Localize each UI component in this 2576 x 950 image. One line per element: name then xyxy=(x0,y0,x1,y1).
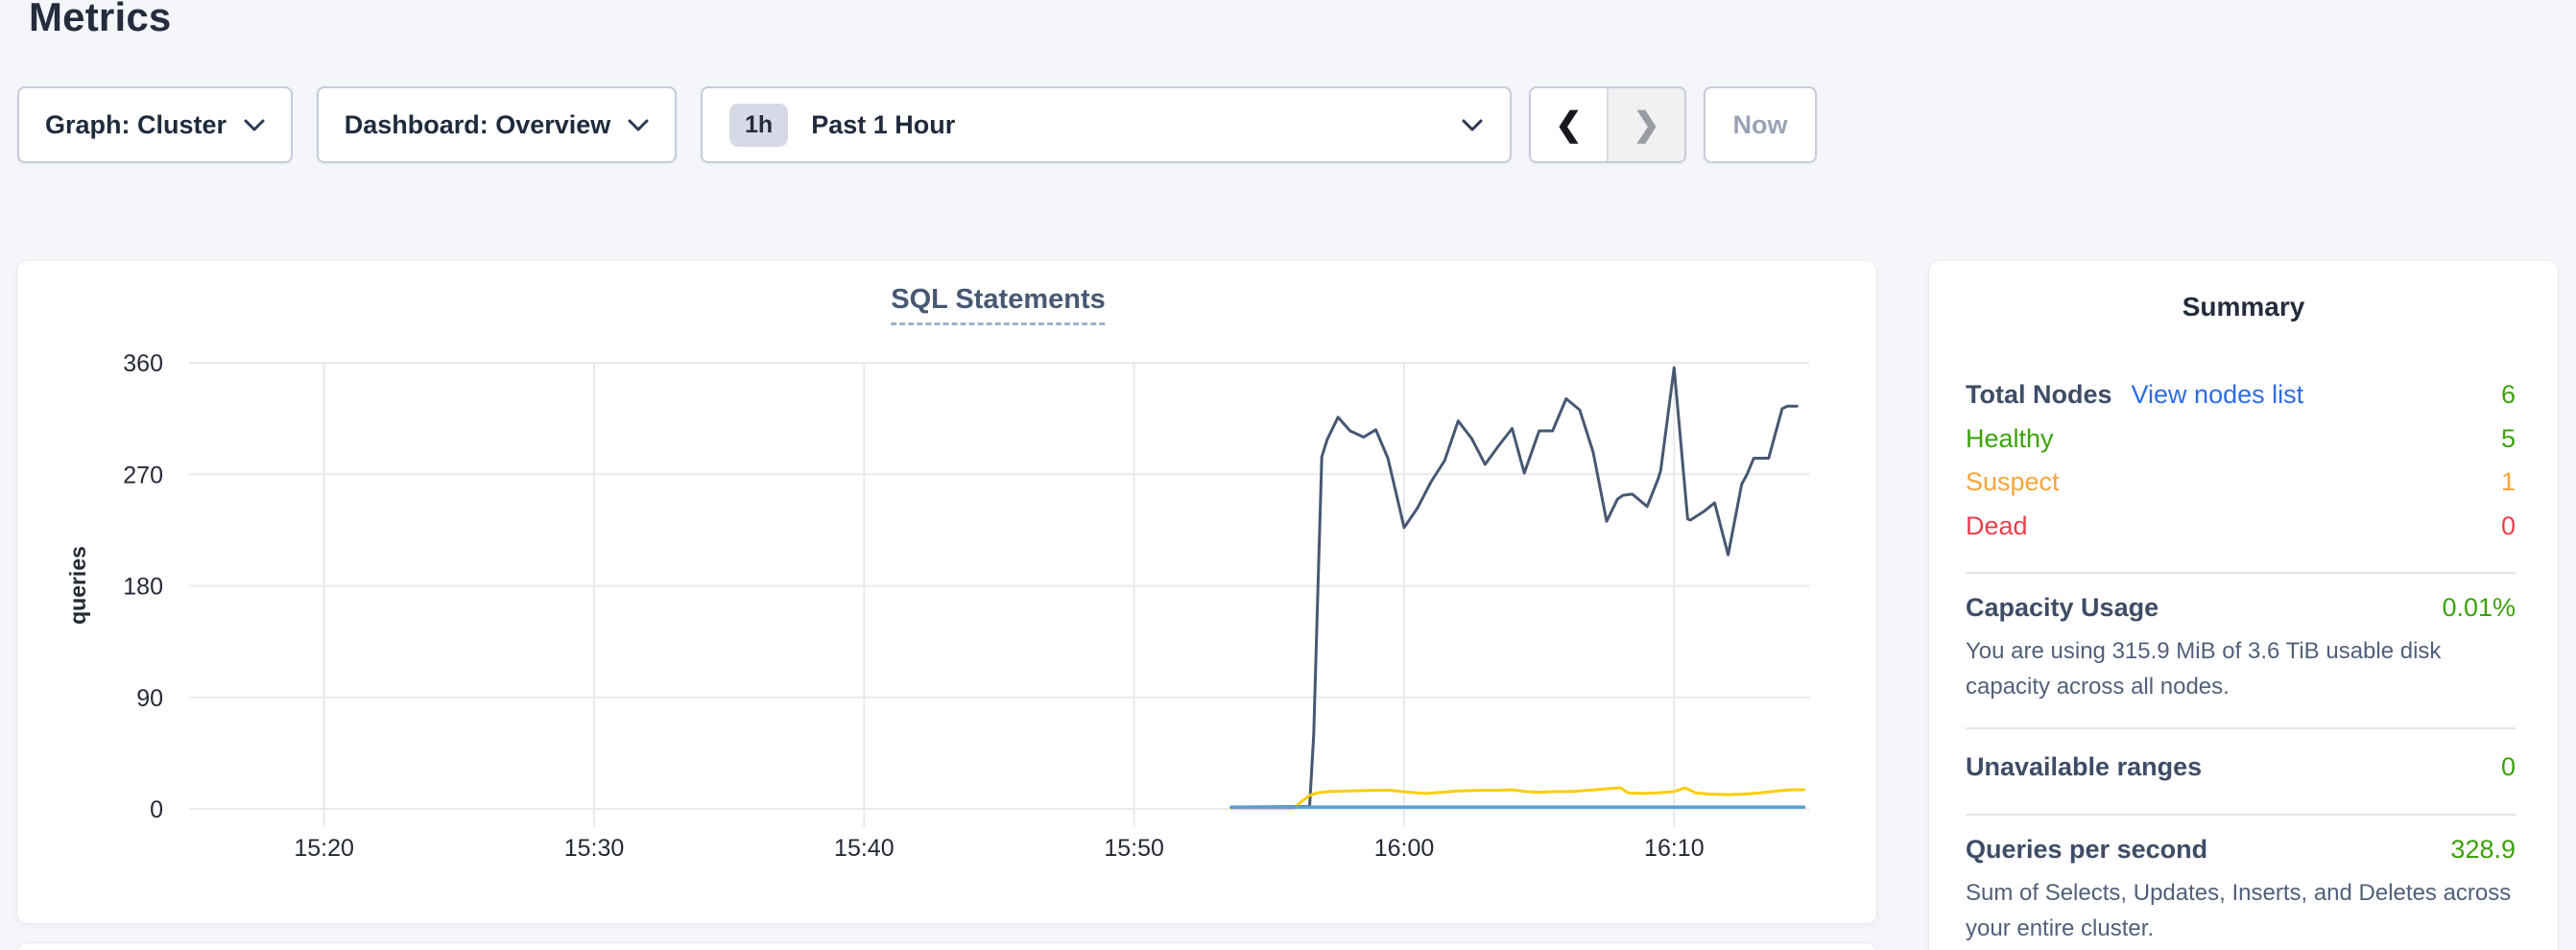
section-heading: Queries per second xyxy=(1966,835,2208,864)
next-range-button[interactable]: ❯ xyxy=(1607,88,1684,161)
summary-row-healthy: Healthy 5 xyxy=(1966,424,2516,468)
view-nodes-list-link[interactable]: View nodes list xyxy=(2131,380,2304,409)
node-status-rows: Total Nodes View nodes list 6 Healthy 5 … xyxy=(1966,380,2516,555)
summary-panel: Summary Total Nodes View nodes list 6 He… xyxy=(1929,261,2558,950)
summary-row-total-nodes: Total Nodes View nodes list 6 xyxy=(1966,380,2516,424)
graph-dropdown-label: Graph: Cluster xyxy=(44,109,227,139)
series-yellow xyxy=(1229,786,1805,810)
divider xyxy=(1966,727,2516,729)
svg-text:0: 0 xyxy=(150,796,163,823)
chart-axis-ticks: 0 90 180 270 360 15:20 15:30 15:40 15:50 16:00 16:… xyxy=(123,350,1704,862)
time-nav-group: ❮ ❯ xyxy=(1529,86,1686,163)
chart-grid xyxy=(189,362,1809,827)
svg-text:15:50: 15:50 xyxy=(1104,835,1164,862)
chevron-left-icon: ❮ xyxy=(1555,107,1583,143)
section-value: 328.9 xyxy=(2450,835,2516,864)
time-range-badge: 1h xyxy=(729,103,789,147)
svg-text:90: 90 xyxy=(136,685,163,712)
capacity-usage-section: Capacity Usage 0.01% You are using 315.9… xyxy=(1966,593,2516,704)
svg-text:360: 360 xyxy=(123,350,163,377)
summary-row-value: 0 xyxy=(2500,511,2516,540)
now-button[interactable]: Now xyxy=(1704,86,1817,163)
summary-row-suspect: Suspect 1 xyxy=(1966,467,2516,511)
summary-row-value: 1 xyxy=(2500,467,2516,496)
chevron-right-icon: ❯ xyxy=(1633,107,1660,143)
svg-text:15:40: 15:40 xyxy=(834,835,894,862)
section-heading: Capacity Usage xyxy=(1966,593,2159,622)
prev-range-button[interactable]: ❮ xyxy=(1531,88,1607,161)
summary-row-value: 6 xyxy=(2500,380,2516,409)
summary-row-label: Suspect xyxy=(1966,467,2060,496)
chevron-down-icon xyxy=(628,119,649,131)
svg-text:180: 180 xyxy=(123,574,163,601)
svg-text:16:00: 16:00 xyxy=(1374,835,1435,862)
section-value: 0.01% xyxy=(2442,593,2516,622)
section-description: You are using 315.9 MiB of 3.6 TiB usabl… xyxy=(1966,638,2442,700)
dashboard-dropdown[interactable]: Dashboard: Overview xyxy=(317,86,677,163)
next-chart-card xyxy=(17,943,1876,950)
sql-statements-chart-card: SQL Statements 0 90 180 270 360 15:20 15:30 15:… xyxy=(17,261,1876,923)
divider xyxy=(1966,814,2516,816)
sql-statements-chart[interactable]: 0 90 180 270 360 15:20 15:30 15:40 15:50 16:00 16:… xyxy=(17,261,1876,923)
unavailable-ranges-section: Unavailable ranges 0 xyxy=(1966,752,2516,782)
dashboard-dropdown-label: Dashboard: Overview xyxy=(344,109,611,139)
section-value: 0 xyxy=(2500,752,2516,781)
section-heading: Unavailable ranges xyxy=(1966,752,2203,781)
summary-row-dead: Dead 0 xyxy=(1966,511,2516,556)
chart-title[interactable]: SQL Statements xyxy=(891,284,1106,325)
summary-row-label: Total Nodes xyxy=(1966,380,2112,409)
section-description: Sum of Selects, Updates, Inserts, and De… xyxy=(1966,880,2512,941)
summary-row-label: Dead xyxy=(1966,511,2028,540)
page-title: Metrics xyxy=(29,0,172,39)
summary-row-value: 5 xyxy=(2500,423,2516,453)
y-axis-label: queries xyxy=(65,546,90,625)
chevron-down-icon xyxy=(1462,119,1483,131)
time-range-selector[interactable]: 1h Past 1 Hour xyxy=(701,86,1512,163)
time-range-label: Past 1 Hour xyxy=(811,109,956,139)
graph-dropdown[interactable]: Graph: Cluster xyxy=(17,86,293,163)
queries-per-second-section: Queries per second 328.9 Sum of Selects,… xyxy=(1966,835,2516,946)
svg-text:16:10: 16:10 xyxy=(1644,835,1705,862)
svg-text:15:30: 15:30 xyxy=(564,835,625,862)
svg-text:270: 270 xyxy=(123,462,163,488)
divider xyxy=(1966,572,2516,574)
summary-row-label: Healthy xyxy=(1966,423,2054,453)
series-navy xyxy=(1229,366,1799,809)
summary-title: Summary xyxy=(2182,292,2305,321)
chevron-down-icon xyxy=(244,119,265,131)
svg-text:15:20: 15:20 xyxy=(294,835,354,862)
